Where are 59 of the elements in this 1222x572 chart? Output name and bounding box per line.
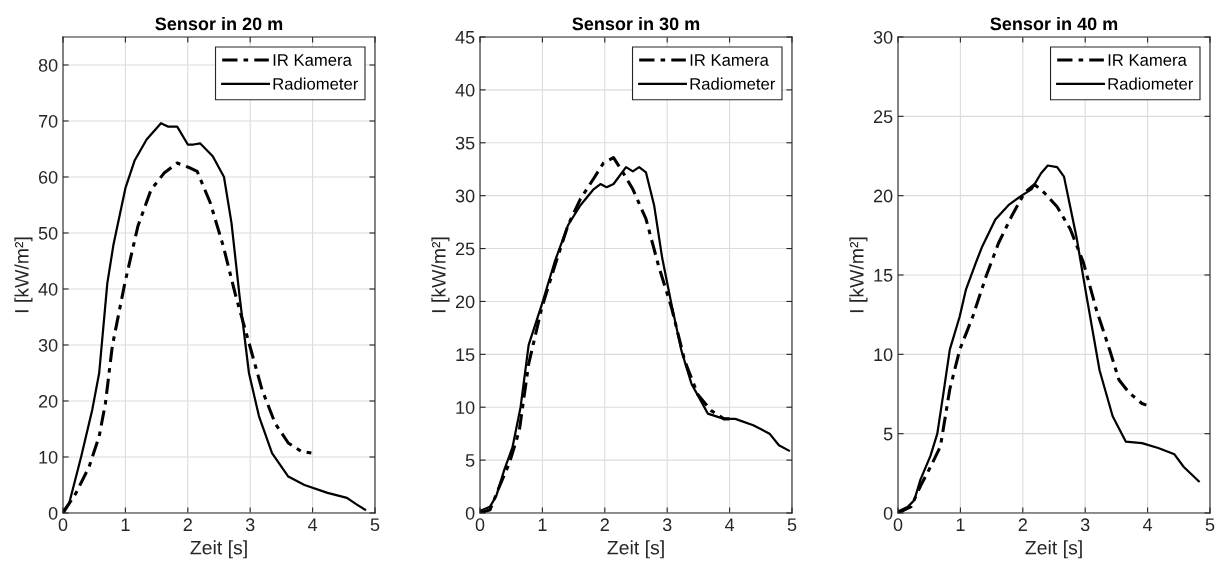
y-tick-label: 10 bbox=[39, 450, 58, 464]
x-tick-label: 5 bbox=[370, 518, 380, 532]
y-tick-label: 40 bbox=[455, 83, 475, 97]
legend-label: Radiometer bbox=[1108, 77, 1194, 90]
y-tick-label: 30 bbox=[38, 338, 58, 352]
y-tick-label: 5 bbox=[465, 454, 475, 467]
x-tick-label: 3 bbox=[245, 518, 255, 532]
y-tick-label: 20 bbox=[455, 295, 475, 309]
y-tick-label: 20 bbox=[873, 189, 893, 203]
x-tick-label: 1 bbox=[538, 518, 547, 531]
y-tick-label: 35 bbox=[455, 136, 475, 150]
y-tick-label: 70 bbox=[38, 114, 58, 128]
y-tick-label: 5 bbox=[883, 427, 893, 441]
legend-label: IR Kamera bbox=[1108, 54, 1187, 66]
x-tick-label: 3 bbox=[662, 518, 672, 532]
y-tick-label: 40 bbox=[38, 282, 58, 296]
y-tick-label: 20 bbox=[38, 394, 58, 408]
chart-title: Sensor in 20 m bbox=[155, 16, 283, 31]
x-tick-label: 1 bbox=[956, 518, 965, 531]
x-tick-label: 0 bbox=[475, 518, 485, 532]
y-tick-label: 25 bbox=[455, 242, 475, 256]
x-axis-title: Zeit [s] bbox=[1025, 540, 1082, 559]
x-tick-label: 3 bbox=[1080, 518, 1090, 532]
x-tick-label: 4 bbox=[307, 518, 318, 531]
y-tick-label: 25 bbox=[873, 110, 893, 124]
y-tick-label: 10 bbox=[456, 401, 475, 414]
x-tick-label: 4 bbox=[724, 518, 735, 531]
x-tick-label: 2 bbox=[600, 518, 609, 531]
y-tick-label: 0 bbox=[465, 506, 475, 520]
x-tick-label: 2 bbox=[183, 518, 192, 531]
y-tick-label: 10 bbox=[874, 348, 893, 362]
x-axis-title: Zeit [s] bbox=[190, 540, 247, 559]
y-tick-label: 50 bbox=[38, 226, 58, 240]
y-tick-label: 30 bbox=[873, 30, 893, 44]
x-axis-title: Zeit [s] bbox=[607, 540, 664, 559]
legend-label: Radiometer bbox=[273, 77, 359, 90]
y-tick-label: 45 bbox=[455, 31, 475, 44]
chart-title: Sensor in 40 m bbox=[990, 16, 1118, 31]
y-tick-label: 15 bbox=[456, 348, 475, 362]
legend-label: IR Kamera bbox=[273, 54, 352, 66]
legend-label: IR Kamera bbox=[690, 54, 769, 66]
y-tick-label: 0 bbox=[883, 506, 893, 520]
x-tick-label: 5 bbox=[1205, 518, 1215, 532]
y-axis-title: I [kW/m²] bbox=[431, 237, 450, 313]
x-tick-label: 4 bbox=[1142, 518, 1153, 531]
x-tick-label: 1 bbox=[121, 518, 130, 531]
x-tick-label: 0 bbox=[58, 518, 68, 532]
x-tick-label: 0 bbox=[893, 518, 903, 532]
y-axis-title: I [kW/m²] bbox=[14, 237, 33, 313]
legend-label: Radiometer bbox=[690, 77, 776, 90]
y-tick-label: 30 bbox=[455, 189, 475, 203]
y-tick-label: 0 bbox=[48, 506, 58, 520]
x-tick-label: 2 bbox=[1018, 518, 1027, 531]
y-tick-label: 80 bbox=[38, 58, 58, 72]
x-tick-label: 5 bbox=[787, 518, 797, 532]
chart-title: Sensor in 30 m bbox=[572, 16, 700, 31]
y-tick-label: 60 bbox=[38, 170, 58, 184]
y-axis-title: I [kW/m²] bbox=[849, 237, 868, 313]
y-tick-label: 15 bbox=[874, 269, 893, 282]
